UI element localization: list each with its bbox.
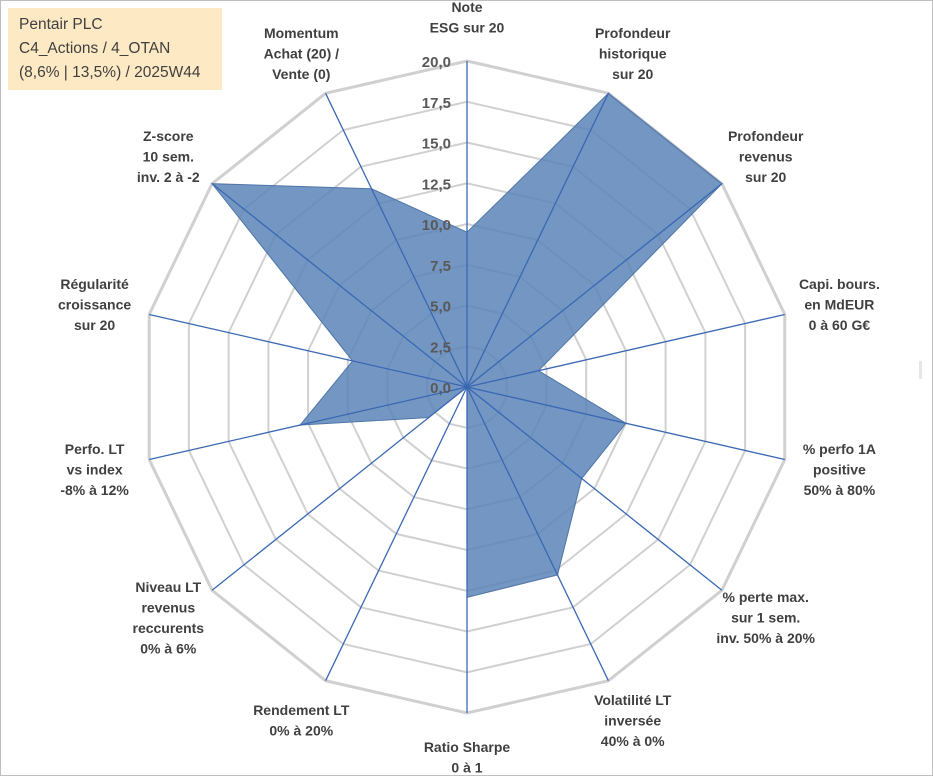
category-label: % perte max. sur 1 sem. inv. 50% à 20% <box>716 589 815 646</box>
tick-label: 5,0 <box>430 299 451 316</box>
category-label-line: revenus <box>141 599 195 615</box>
category-label-line: revenus <box>739 148 793 164</box>
category-label-line: % perte max. <box>723 589 809 605</box>
category-label-line: Perfo. LT <box>65 441 125 457</box>
category-label-line: 0 à 1 <box>451 759 482 775</box>
category-label-line: Profondeur <box>595 25 671 41</box>
category-label: Note ESG sur 20 <box>430 1 505 35</box>
category-label-line: ESG sur 20 <box>430 19 505 35</box>
axis-spoke <box>149 313 468 388</box>
category-label-line: % perfo 1A <box>803 441 876 457</box>
category-label-line: historique <box>599 46 667 62</box>
category-label-line: 10 sem. <box>143 148 194 164</box>
category-label-line: Niveau LT <box>135 579 201 595</box>
category-label: % perfo 1A positive 50% à 80% <box>803 441 876 498</box>
category-label: Profondeur revenus sur 20 <box>728 128 804 185</box>
category-label-line: inv. 2 à -2 <box>137 169 200 185</box>
category-label-line: -8% à 12% <box>60 482 129 498</box>
axis-spoke <box>325 93 468 388</box>
tick-label: 20,0 <box>422 54 451 71</box>
tick-label: 17,5 <box>422 95 451 112</box>
axis-spoke <box>211 183 468 388</box>
axis-spoke <box>466 386 785 461</box>
axis-spoke <box>466 386 723 591</box>
scrollbar-handle[interactable] <box>919 361 922 379</box>
category-label-line: Achat (20) / <box>264 46 340 62</box>
category-label-line: Ratio Sharpe <box>424 739 511 755</box>
tick-label: 10,0 <box>422 217 451 234</box>
title-line-category: C4_Actions / 4_OTAN <box>19 40 171 57</box>
axis-spoke <box>466 93 609 388</box>
title-box: Pentair PLC C4_Actions / 4_OTAN (8,6% | … <box>8 8 222 90</box>
category-label-line: Vente (0) <box>272 66 330 82</box>
category-label-line: sur 1 sem. <box>731 610 800 626</box>
category-label: Niveau LT revenus reccurents 0% à 6% <box>133 579 205 657</box>
category-label: Capi. bours. en MdEUR 0 à 60 G€ <box>799 276 880 333</box>
category-label-line: Profondeur <box>728 128 804 144</box>
category-label-line: croissance <box>58 297 131 313</box>
category-label-line: Capi. bours. <box>799 276 880 292</box>
category-label-line: en MdEUR <box>804 297 874 313</box>
title-line-company: Pentair PLC <box>19 16 103 33</box>
category-label-line: 40% à 0% <box>601 733 665 749</box>
category-label-line: 50% à 80% <box>804 482 876 498</box>
category-label-line: 0% à 20% <box>269 723 333 739</box>
axis-spoke <box>211 386 468 591</box>
category-label: Rendement LT 0% à 20% <box>253 702 350 739</box>
category-label: Momentum Achat (20) / Vente (0) <box>264 25 340 82</box>
category-label-line: reccurents <box>133 620 205 636</box>
category-label: Volatilité LT inversée 40% à 0% <box>594 692 672 749</box>
category-label-line: Rendement LT <box>253 702 350 718</box>
tick-label: 7,5 <box>430 258 451 275</box>
category-label: Ratio Sharpe 0 à 1 <box>424 739 511 776</box>
category-label-line: sur 20 <box>612 66 653 82</box>
category-label-line: Momentum <box>264 25 339 41</box>
category-label-line: 0% à 6% <box>140 640 197 656</box>
axis-spoke <box>466 313 785 388</box>
axis-spoke <box>149 386 468 461</box>
category-label-line: inversée <box>604 712 661 728</box>
category-label-line: Note <box>451 1 482 15</box>
category-label-line: sur 20 <box>745 169 786 185</box>
category-label: Profondeur historique sur 20 <box>595 25 671 82</box>
axis-spoke <box>466 183 723 388</box>
category-label: Régularité croissance sur 20 <box>58 276 131 333</box>
tick-label: 2,5 <box>430 339 451 356</box>
category-label: Z-score 10 sem. inv. 2 à -2 <box>137 128 200 185</box>
tick-label: 12,5 <box>422 176 451 193</box>
category-label-line: Volatilité LT <box>594 692 672 708</box>
category-label-line: Régularité <box>60 276 129 292</box>
category-label: Perfo. LT vs index -8% à 12% <box>60 441 129 498</box>
axis-spoke <box>466 386 609 681</box>
category-label-line: Z-score <box>143 128 194 144</box>
category-label-line: vs index <box>67 461 123 477</box>
category-label-line: 0 à 60 G€ <box>809 317 871 333</box>
axis-spoke <box>325 386 468 681</box>
category-label-line: inv. 50% à 20% <box>716 630 815 646</box>
tick-label: 0,0 <box>430 380 451 397</box>
tick-label: 15,0 <box>422 136 451 153</box>
title-line-metrics: (8,6% | 13,5%) / 2025W44 <box>19 64 201 81</box>
category-label-line: sur 20 <box>74 317 115 333</box>
category-label-line: positive <box>813 461 866 477</box>
